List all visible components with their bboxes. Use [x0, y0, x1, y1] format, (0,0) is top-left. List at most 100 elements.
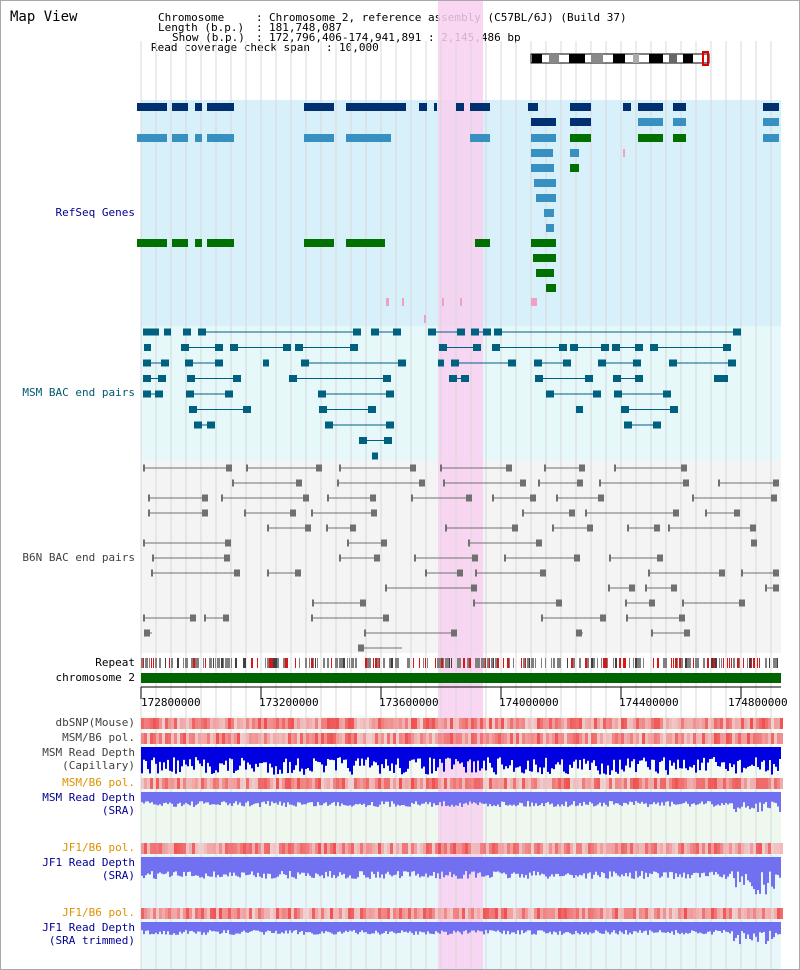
depth-bar	[143, 857, 145, 879]
track-label-dbsnp[interactable]: dbSNP(Mouse)	[55, 716, 135, 729]
heat-cell	[579, 733, 582, 744]
msm-b6-pol-strip-2[interactable]	[141, 778, 783, 789]
depth-bar	[259, 747, 261, 764]
heat-cell	[609, 733, 612, 744]
depth-bar	[365, 857, 367, 878]
heat-cell	[681, 843, 684, 854]
heat-cell	[681, 908, 684, 919]
jf1-b6-pol-strip-1[interactable]	[141, 843, 783, 854]
heat-cell	[774, 843, 777, 854]
jf1-depth-sra-plot[interactable]	[141, 857, 781, 895]
heat-cell	[777, 843, 780, 854]
heat-cell	[252, 733, 255, 744]
length-label: Length (b.p.)	[158, 21, 245, 34]
heat-cell	[273, 718, 276, 729]
depth-bar	[381, 922, 383, 934]
depth-bar	[345, 747, 347, 760]
depth-bar	[485, 747, 487, 771]
depth-bar	[307, 792, 309, 803]
depth-bar	[277, 747, 279, 775]
msm-depth-capillary-plot[interactable]	[141, 747, 781, 775]
depth-bar	[371, 747, 373, 766]
depth-bar	[583, 857, 585, 874]
heat-cell	[168, 718, 171, 729]
heat-cell	[336, 843, 339, 854]
msm-bac-pair-block	[155, 390, 163, 398]
heat-cell	[585, 843, 588, 854]
track-label-chromosome[interactable]: chromosome 2	[55, 671, 135, 684]
heat-cell	[525, 778, 528, 789]
heat-cell	[243, 908, 246, 919]
depth-bar	[641, 792, 643, 802]
track-label-msm-depth-cap[interactable]: MSM Read Depth	[42, 746, 135, 759]
heat-cell	[732, 778, 735, 789]
heat-cell	[156, 733, 159, 744]
track-label-jf1-depth-sra[interactable]: JF1 Read Depth	[42, 856, 135, 869]
chromosome-bar[interactable]	[141, 673, 781, 683]
depth-bar	[283, 857, 285, 875]
depth-bar	[661, 792, 663, 803]
repeat-element	[675, 658, 677, 668]
depth-bar	[599, 922, 601, 934]
track-label-repeat[interactable]: Repeat	[95, 656, 135, 669]
heat-cell	[216, 843, 219, 854]
msm-b6-pol-strip-1[interactable]	[141, 733, 783, 744]
track-label-msm-bac[interactable]: MSM BAC end pairs	[22, 386, 135, 399]
heat-cell	[447, 718, 450, 729]
depth-bar	[449, 922, 451, 934]
b6n-bac-track[interactable]	[143, 464, 779, 652]
jf1-b6-pol-strip-2[interactable]	[141, 908, 783, 919]
heat-cell	[597, 733, 600, 744]
track-label-jf1-b6-pol-2[interactable]: JF1/B6 pol.	[62, 906, 135, 919]
heat-cell	[348, 733, 351, 744]
depth-bar	[481, 747, 483, 769]
depth-bar	[227, 792, 229, 806]
msm-depth-sra-plot[interactable]	[141, 792, 781, 812]
heat-cell	[231, 843, 234, 854]
depth-bar	[381, 857, 383, 875]
depth-bar	[315, 857, 317, 874]
refseq-gene	[546, 224, 554, 232]
track-label-msm-depth-sra[interactable]: MSM Read Depth	[42, 791, 135, 804]
repeat-element	[229, 658, 230, 668]
refseq-gene	[638, 118, 663, 126]
heat-cell	[705, 843, 708, 854]
dbsnp-heat-strip[interactable]	[141, 718, 783, 729]
depth-bar	[301, 792, 303, 805]
depth-bar	[587, 747, 589, 761]
track-label-b6n-bac[interactable]: B6N BAC end pairs	[22, 551, 135, 564]
heat-cell	[183, 733, 186, 744]
heat-cell	[654, 733, 657, 744]
heat-cell	[618, 733, 621, 744]
heat-cell	[780, 733, 783, 744]
track-label-msm-b6-pol-2[interactable]: MSM/B6 pol.	[62, 776, 135, 789]
heat-cell	[345, 718, 348, 729]
msm-bac-pair-block	[144, 344, 151, 351]
heat-cell	[159, 908, 162, 919]
b6n-bac-pair-block	[682, 599, 684, 607]
depth-bar	[261, 747, 263, 764]
track-label-msm-b6-pol-1[interactable]: MSM/B6 pol.	[62, 731, 135, 744]
heat-cell	[267, 718, 270, 729]
depth-bar	[241, 857, 243, 873]
track-label-refseq[interactable]: RefSeq Genes	[55, 206, 135, 219]
chromosome-ideogram[interactable]	[530, 51, 710, 66]
track-label-jf1-b6-pol-1[interactable]: JF1/B6 pol.	[62, 841, 135, 854]
b6n-bac-pair-block	[705, 509, 707, 517]
depth-bar	[697, 792, 699, 805]
msm-bac-track[interactable]	[143, 328, 741, 460]
depth-bar	[269, 922, 271, 931]
heat-cell	[411, 843, 414, 854]
jf1-depth-trimmed-plot[interactable]	[141, 922, 781, 945]
refseq-genes-track[interactable]	[137, 103, 779, 323]
heat-cell	[144, 843, 147, 854]
selected-region-highlight[interactable]	[438, 1, 483, 969]
depth-bar	[687, 857, 689, 875]
depth-bar	[279, 857, 281, 875]
heat-cell	[177, 733, 180, 744]
depth-bar	[247, 747, 249, 763]
track-label-jf1-depth-trimmed[interactable]: JF1 Read Depth	[42, 921, 135, 934]
repeat-track[interactable]	[141, 658, 778, 668]
heat-cell	[462, 733, 465, 744]
